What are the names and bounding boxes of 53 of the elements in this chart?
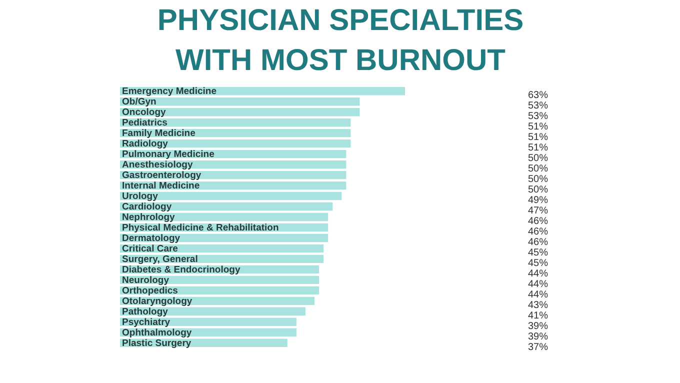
y-tick-label: Physical Medicine & Rehabilitation (122, 222, 279, 234)
data-label: 45% (528, 247, 548, 258)
y-tick-label: Dermatology (122, 232, 181, 244)
y-tick-label: Diabetes & Endocrinology (122, 264, 241, 276)
data-label: 39% (528, 331, 548, 342)
y-tick-label: Ophthalmology (122, 327, 192, 338)
data-label: 50% (528, 174, 548, 186)
data-label: 45% (528, 258, 548, 269)
y-tick-label: Gastroenterology (122, 170, 202, 182)
y-tick-label: Psychiatry (122, 316, 171, 328)
y-tick-label: Radiology (122, 138, 169, 150)
data-label: 53% (528, 100, 548, 112)
data-label: 46% (528, 226, 548, 238)
data-label: 44% (528, 278, 548, 290)
y-tick-label: Nephrology (122, 212, 176, 223)
y-tick-label: Internal Medicine (122, 180, 200, 192)
y-tick-label: Anesthesiology (122, 160, 194, 171)
y-tick-label: Orthopedics (122, 285, 178, 296)
data-label: 51% (528, 142, 548, 154)
y-tick-label: Oncology (122, 107, 167, 118)
data-label: 43% (528, 300, 548, 311)
data-label: 63% (528, 90, 548, 102)
chart-title: PHYSICIAN SPECIALTIES WITH MOST BURNOUT (157, 4, 524, 77)
y-tick-label: Pathology (122, 306, 169, 318)
data-label: 51% (528, 122, 548, 133)
y-tick-label: Ob/Gyn (122, 96, 157, 108)
data-label: 49% (528, 195, 548, 206)
y-tick-label: Pediatrics (122, 118, 168, 129)
y-tick-label: Critical Care (122, 243, 178, 254)
data-label: 47% (528, 206, 548, 217)
data-label: 37% (528, 342, 548, 353)
y-tick-label: Plastic Surgery (122, 338, 192, 349)
data-label: 53% (528, 111, 548, 122)
y-tick-label: Surgery, General (122, 254, 198, 265)
bar (120, 192, 342, 200)
data-label: 44% (528, 289, 548, 300)
data-label: 51% (528, 132, 548, 144)
data-label: 44% (528, 268, 548, 280)
y-tick-label: Family Medicine (122, 128, 196, 140)
y-tick-label: Cardiology (122, 202, 172, 213)
data-label: 46% (528, 236, 548, 248)
data-label: 50% (528, 184, 548, 196)
data-label: 46% (528, 216, 548, 227)
data-label: 50% (528, 153, 548, 164)
y-tick-label: Pulmonary Medicine (122, 149, 214, 160)
y-tick-label: Emergency Medicine (122, 86, 217, 98)
y-tick-label: Otolaryngology (122, 296, 193, 307)
y-tick-label: Neurology (122, 274, 170, 286)
data-label: 50% (528, 164, 548, 175)
y-tick-label: Urology (122, 191, 159, 202)
data-label: 41% (528, 310, 548, 322)
data-label: 39% (528, 320, 548, 332)
bar (120, 98, 360, 106)
